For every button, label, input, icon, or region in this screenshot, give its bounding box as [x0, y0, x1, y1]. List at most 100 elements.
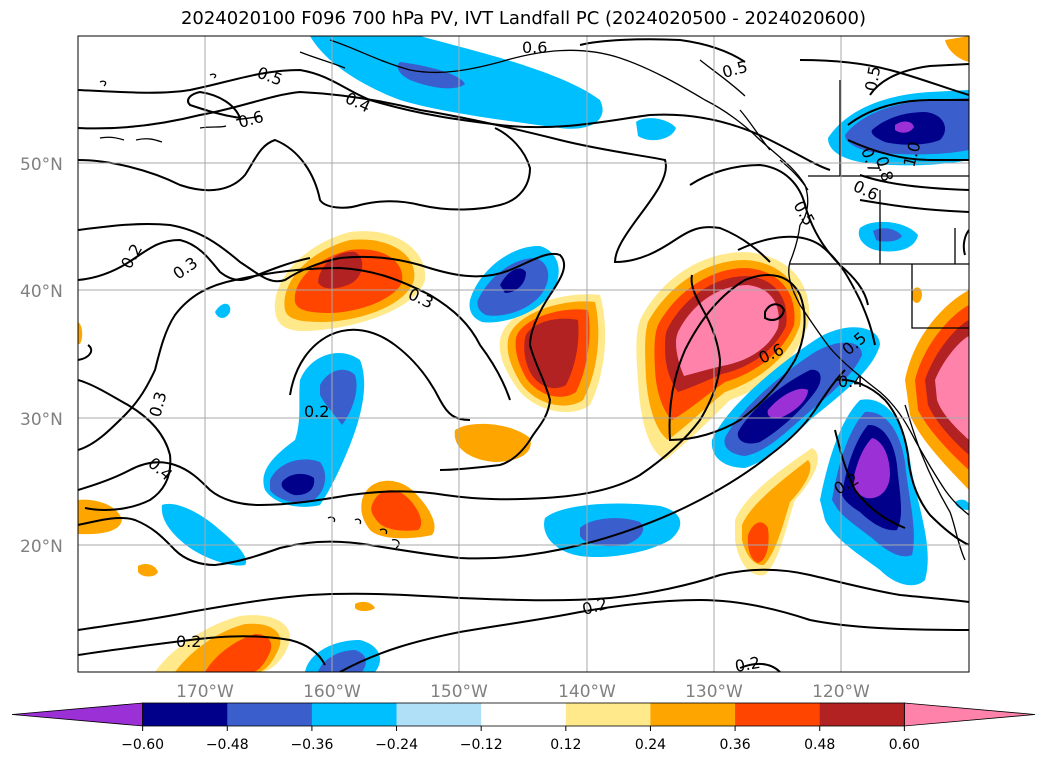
coast-alaska-b	[299, 51, 346, 69]
lat-label-30: 30°N	[20, 410, 63, 430]
lon-label-170: 170°W	[176, 682, 234, 702]
colorbar-tick-label: 0.60	[889, 737, 920, 753]
colorbar-segment	[142, 703, 228, 726]
lat-label-40: 40°N	[20, 282, 63, 302]
map-title: 2024020100 F096 700 hPa PV, IVT Landfall…	[180, 8, 867, 29]
fill-pos-n	[78, 322, 83, 344]
contour-15	[668, 274, 806, 442]
colorbar-tick-label: 0.36	[720, 737, 751, 753]
colorbar-segment	[227, 703, 313, 726]
contour-8	[289, 328, 471, 421]
fill-neg-l	[955, 499, 969, 510]
contour-10	[78, 369, 846, 567]
colorbar-tick-label: −0.36	[290, 737, 333, 753]
fill-neg-a2	[397, 62, 465, 89]
colorbar-segment	[565, 703, 651, 726]
fill-neg-j4	[852, 438, 890, 499]
contour-23	[799, 59, 969, 96]
colorbar-segment	[311, 703, 398, 726]
contour-label: 0.5	[861, 64, 884, 92]
contour-11	[78, 568, 969, 631]
contour-20	[834, 378, 969, 546]
contour-label: 0.2	[304, 402, 329, 421]
pv-contours	[78, 38, 969, 672]
colorbar: −0.60 −0.48 −0.36 −0.24 −0.12 0.12 0.24 0.36 0.4…	[11, 702, 1036, 753]
contour-label: 0.6	[522, 38, 547, 57]
fill-pos-l	[355, 601, 375, 611]
lon-label-130: 130°W	[685, 682, 743, 702]
contour-3	[78, 127, 532, 211]
lon-label-150: 150°W	[430, 682, 488, 702]
contour-18	[689, 163, 869, 306]
border-nv-ca	[911, 264, 969, 329]
fill-neg-b	[636, 118, 676, 141]
colorbar-tick-label: −0.12	[460, 737, 503, 753]
coast-baja	[904, 404, 966, 561]
colorbar-ticks: −0.60 −0.48 −0.36 −0.24 −0.12 0.12 0.24 0.36 0.4…	[121, 726, 920, 753]
latitude-labels: 50°N 40°N 30°N 20°N	[20, 155, 63, 557]
contour-22	[187, 90, 242, 120]
contour-25	[579, 38, 746, 63]
colorbar-tick-label: 0.48	[804, 737, 835, 753]
coast-pacific-nw	[788, 224, 969, 516]
map-content	[78, 36, 969, 672]
graticule	[78, 36, 969, 672]
coast-bc	[699, 59, 809, 191]
contour-16	[764, 303, 786, 321]
fill-neg-c4	[895, 121, 914, 133]
fill-neg-g	[161, 503, 247, 566]
colorbar-segment	[735, 703, 821, 726]
coast-aleut	[99, 73, 261, 143]
fill-pos-g4	[935, 336, 969, 440]
contour-13	[339, 598, 969, 672]
longitude-labels: 170°W 160°W 150°W 140°W 130°W 120°W	[176, 682, 870, 702]
fill-neg-i4	[767, 388, 808, 419]
fill-pos-i	[912, 287, 922, 303]
fill-neg-f4	[281, 473, 315, 496]
contour-label: 0.2	[176, 632, 201, 651]
lon-label-140: 140°W	[558, 682, 616, 702]
lat-label-20: 20°N	[20, 537, 63, 557]
contour-24	[869, 63, 969, 96]
coastlines	[99, 39, 969, 561]
fill-pos-m3	[205, 634, 272, 672]
coast-hawaii	[327, 516, 400, 549]
coast-alaska	[329, 39, 809, 226]
lon-label-160: 160°W	[303, 682, 361, 702]
fill-neg-h2	[580, 518, 644, 547]
fill-neg-f2	[320, 369, 357, 425]
colorbar-segment	[819, 703, 905, 726]
contour-14	[739, 662, 781, 672]
colorbar-segment	[481, 703, 567, 726]
fill-pos-d2	[371, 489, 422, 531]
colorbar-tick-label: −0.48	[206, 737, 249, 753]
contour-4	[78, 222, 566, 471]
fill-neg-k2	[318, 650, 366, 672]
fill-pos-c	[454, 423, 531, 462]
lat-label-50: 50°N	[20, 155, 63, 175]
colorbar-segments	[11, 702, 1036, 727]
contour-7	[78, 266, 511, 451]
fill-pos-f3	[747, 522, 769, 563]
fill-pos-h	[945, 36, 969, 62]
fill-neg-e3	[500, 268, 526, 293]
contour-2	[78, 90, 771, 264]
colorbar-extend-max	[903, 702, 1036, 727]
colorbar-tick-label: 0.12	[550, 737, 581, 753]
colorbar-frame	[142, 702, 905, 727]
lon-label-120: 120°W	[812, 682, 870, 702]
contour-21	[834, 429, 906, 529]
fill-pos-b4	[524, 318, 579, 389]
fill-neg-m	[215, 303, 231, 318]
contour-6	[78, 344, 172, 511]
positive-anomaly-fills	[78, 36, 969, 672]
colorbar-extend-min	[11, 702, 144, 727]
contour-1	[78, 68, 831, 171]
contour-19	[847, 99, 969, 256]
negative-anomaly-fills	[161, 36, 969, 672]
colorbar-segment	[396, 703, 482, 726]
colorbar-tick-label: 0.24	[635, 737, 666, 753]
map-frame	[77, 35, 970, 673]
contour-12	[78, 635, 326, 666]
